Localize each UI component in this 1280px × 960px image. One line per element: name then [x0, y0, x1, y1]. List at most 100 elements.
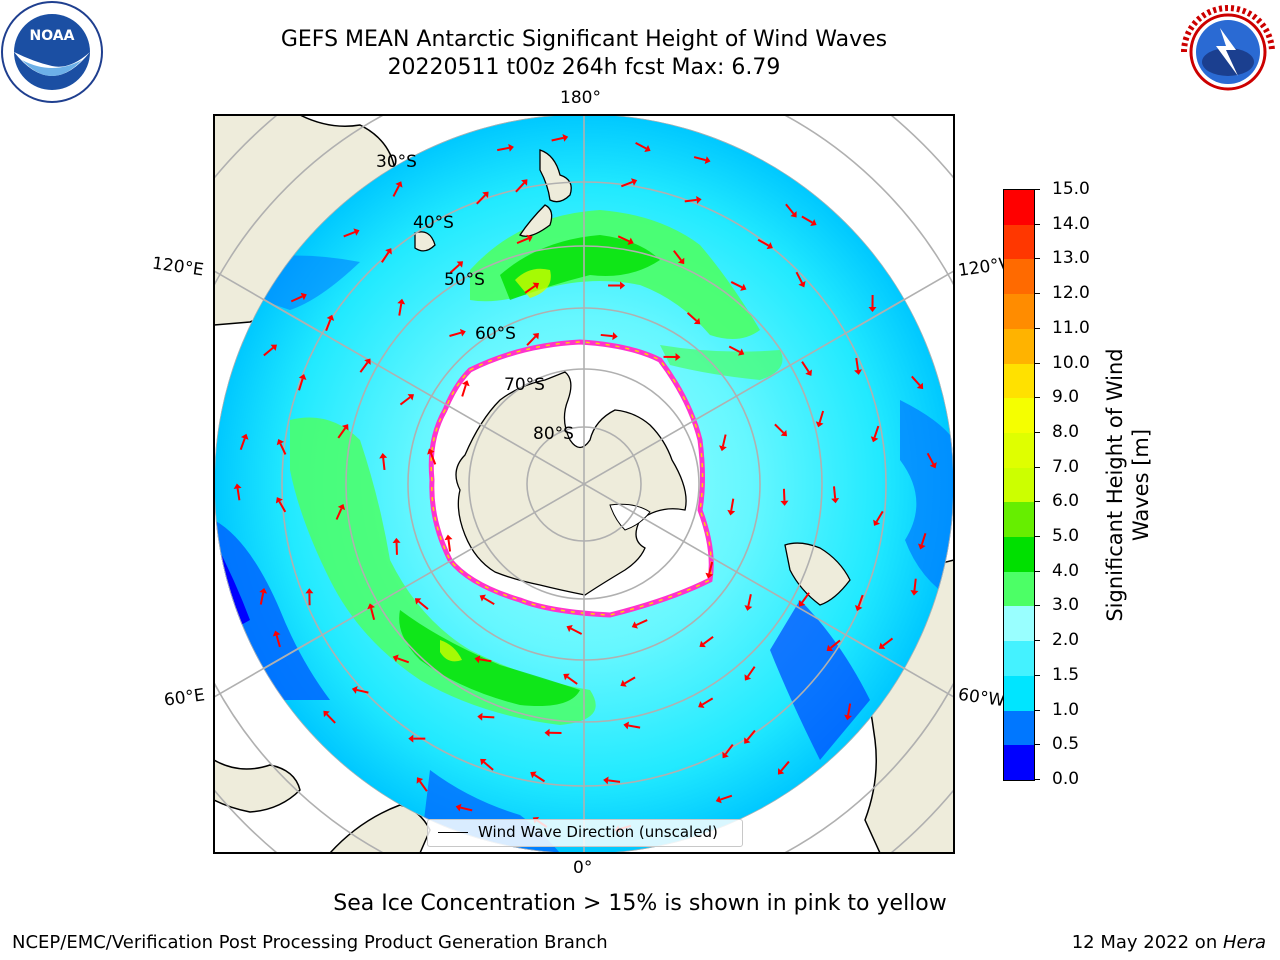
wave-direction-arrow — [693, 156, 706, 162]
wave-direction-arrowhead — [276, 439, 284, 446]
wave-direction-arrowhead — [562, 133, 569, 142]
colorbar-tick — [1034, 466, 1040, 468]
wave-direction-arrow — [832, 486, 837, 499]
wave-direction-arrowhead — [790, 211, 797, 218]
wave-direction-arrow — [298, 378, 304, 391]
colorbar-tick — [1034, 640, 1040, 642]
wave-direction-arrow — [635, 141, 647, 150]
wave-direction-arrow — [721, 434, 727, 447]
wave-direction-arrowhead — [603, 776, 609, 785]
wave-direction-arrowhead — [744, 605, 753, 611]
wave-direction-arrowhead — [868, 306, 877, 312]
wave-direction-arrowhead — [870, 436, 879, 443]
colorbar-segment — [1004, 398, 1034, 433]
wave-direction-arrow — [720, 794, 733, 801]
wave-direction-arrow — [449, 331, 462, 337]
wave-direction-arrow — [829, 639, 841, 649]
lat-label-30s: 30°S — [376, 152, 417, 172]
wave-direction-arrow — [728, 345, 741, 353]
wave-direction-arrow — [746, 666, 756, 678]
wave-direction-arrowhead — [482, 191, 489, 198]
wave-direction-arrowhead — [766, 242, 773, 250]
wave-direction-arrowhead — [508, 143, 514, 152]
wave-direction-arrow — [570, 627, 583, 635]
wave-direction-arrow — [757, 238, 770, 247]
wave-direction-arrow — [686, 312, 698, 322]
colorbar-tick — [1034, 570, 1040, 572]
wave-direction-arrow — [524, 285, 536, 294]
wave-direction-arrowhead — [631, 178, 638, 186]
wave-direction-arrowhead — [407, 394, 414, 401]
colorbar-segment — [1004, 294, 1034, 329]
lon-label-180: 180° — [560, 88, 601, 108]
wave-direction-arrow — [516, 237, 529, 245]
sea-ice-note: Sea Ice Concentration > 15% is shown in … — [333, 891, 947, 916]
wave-direction-arrowhead — [521, 179, 528, 186]
wave-direction-arrow — [795, 271, 803, 284]
chart-title: GEFS MEAN Antarctic Significant Height o… — [280, 27, 888, 52]
colorbar-segment — [1004, 363, 1034, 399]
colorbar-segment — [1004, 571, 1034, 607]
wave-direction-arrow — [628, 724, 641, 729]
wave-direction-arrowhead — [696, 195, 702, 204]
colorbar-tick — [1034, 397, 1040, 399]
colorbar-tick-label: 6.0 — [1052, 491, 1080, 512]
wave-direction-arrowhead — [323, 710, 330, 718]
colorbar-segment — [1004, 190, 1034, 225]
colorbar-tick-label: 8.0 — [1052, 421, 1080, 442]
wave-direction-arrow — [398, 303, 403, 316]
wave-direction-arrow — [873, 425, 880, 438]
machine-name: Hera — [1222, 932, 1266, 953]
chart-subtitle: 20220511 t00z 264h fcst Max: 6.79 — [387, 55, 781, 80]
wave-direction-arrow — [279, 443, 287, 455]
wave-direction-arrowhead — [780, 500, 789, 506]
wave-direction-arrow — [882, 637, 894, 647]
wave-direction-arrowhead — [910, 590, 919, 596]
wave-direction-arrowhead — [831, 497, 840, 504]
lat-label-50s: 50°S — [444, 270, 485, 290]
wave-direction-arrowhead — [798, 281, 806, 288]
wave-direction-arrowhead — [704, 156, 711, 164]
wave-direction-arrow — [607, 779, 621, 783]
colorbar-tick-label: 12.0 — [1052, 283, 1090, 304]
wave-direction-arrowhead — [532, 333, 539, 340]
wave-direction-arrowhead — [798, 600, 806, 607]
wave-direction-arrowhead — [715, 795, 722, 804]
wave-direction-arrow — [620, 181, 633, 188]
wave-direction-arrowhead — [456, 261, 464, 268]
wave-direction-arrowhead — [408, 734, 414, 743]
colorbar — [1003, 189, 1035, 781]
wave-direction-arrow — [857, 594, 864, 607]
colorbar-title: Significant Height of Wind Waves [m] — [1103, 348, 1153, 622]
wave-direction-arrow — [263, 347, 274, 357]
colorbar-tick — [1034, 779, 1040, 780]
wave-direction-arrow — [635, 619, 648, 626]
wave-direction-arrow — [392, 185, 400, 197]
wave-direction-arrowhead — [397, 298, 406, 305]
wave-direction-arrow — [278, 500, 287, 513]
wave-direction-arrow — [476, 194, 486, 205]
wave-direction-arrowhead — [479, 594, 486, 602]
wave-direction-arrow — [855, 357, 860, 371]
wave-direction-arrowhead — [351, 686, 358, 694]
wave-direction-arrowhead — [705, 572, 714, 579]
wave-direction-arrow — [356, 688, 369, 694]
wave-direction-arrow — [920, 532, 927, 546]
colorbar-segment — [1004, 432, 1034, 468]
colorbar-tick — [1034, 258, 1040, 260]
wave-direction-arrowhead — [917, 543, 926, 550]
wave-direction-arrow — [515, 182, 525, 193]
wave-direction-arrowhead — [455, 803, 462, 812]
wave-direction-arrow — [335, 508, 343, 520]
wave-direction-arrow — [673, 250, 682, 261]
wave-direction-arrow — [847, 703, 852, 716]
noaa-logo-text: NOAA — [30, 28, 75, 44]
colorbar-tick-label: 10.0 — [1052, 352, 1090, 373]
wave-direction-arrowhead — [815, 421, 824, 428]
wave-direction-arrowhead — [364, 358, 371, 365]
wave-direction-arrowhead — [385, 248, 392, 255]
colorbar-tick — [1034, 362, 1040, 364]
colorbar-tick — [1034, 744, 1040, 746]
colorbar-tick — [1034, 536, 1040, 538]
